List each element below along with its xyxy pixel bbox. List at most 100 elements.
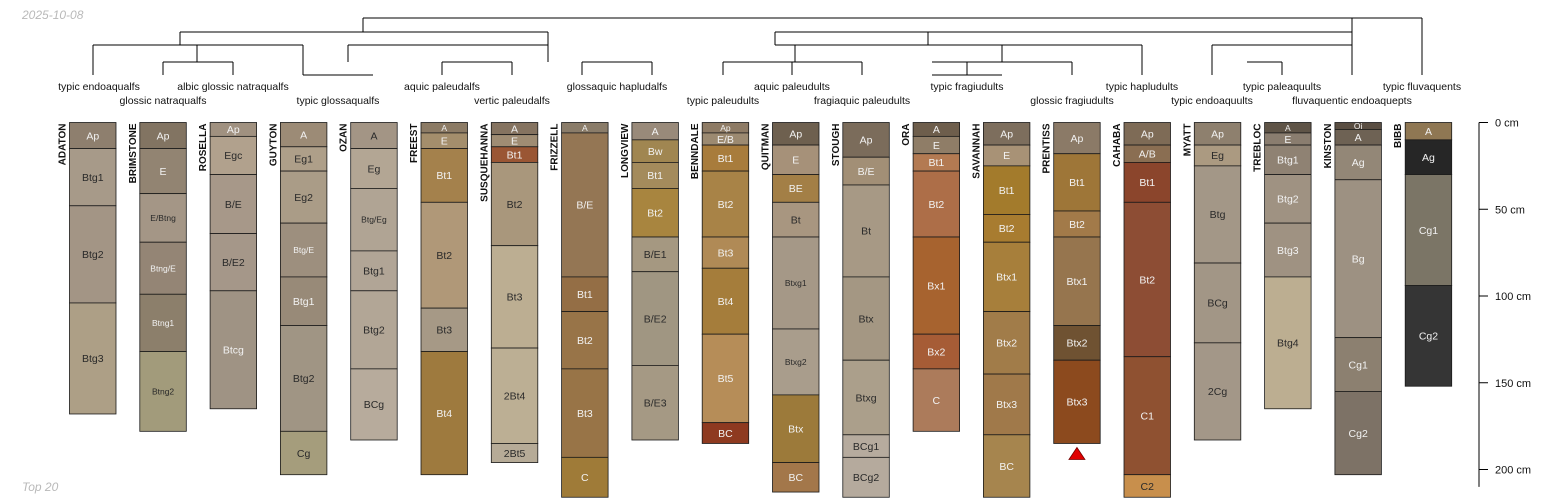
horizon-cg2 <box>1334 391 1382 476</box>
horizon-eg <box>350 148 398 189</box>
taxa-labels: typic endoaqualfs glossic natraqualfs albi… <box>58 81 1461 107</box>
horizon-btxg <box>842 359 890 436</box>
horizon-bt2 <box>912 170 960 238</box>
horizon-label: Cg <box>297 448 311 460</box>
horizon-bt4 <box>420 351 468 476</box>
horizon-label: B/E2 <box>222 257 245 269</box>
horizon-label: Btg3 <box>82 353 104 365</box>
profile-ozan: OZAN A Eg Btg/Eg Btg1 Btg2 BCg <box>339 122 398 441</box>
horizon-btng2 <box>139 351 187 432</box>
horizon-b-e <box>842 156 890 186</box>
profile-longview: LONGVIEW A Bw Bt1 Bt2 B/E1 B/E2 B/E3 <box>620 122 679 441</box>
horizon-label: Bt1 <box>999 185 1015 197</box>
horizon-2bt4 <box>490 347 539 444</box>
profile-benndale: BENNDALE ApE/B Bt1 Bt2 Bt3 Bt4 Bt5 BC <box>690 122 750 444</box>
horizon-label: Bt1 <box>436 170 452 182</box>
horizon-label: Btx2 <box>996 338 1017 350</box>
horizon-label: C1 <box>1141 410 1155 422</box>
horizon-label: Bt1 <box>507 149 523 161</box>
horizon-label: C <box>581 472 589 484</box>
horizon-cg <box>279 430 328 476</box>
horizon-label: Cg1 <box>1349 359 1368 371</box>
profile-name: ADATON <box>58 124 69 166</box>
horizon-btx1 <box>983 241 1031 313</box>
horizon-label: Bt2 <box>577 335 593 347</box>
horizon-label: BC <box>999 461 1014 473</box>
horizon-bt2 <box>420 201 468 309</box>
horizon-label: Btx1 <box>1066 276 1087 288</box>
taxon-label: typic fluvaquents <box>1383 81 1461 93</box>
horizon-label: Ap <box>157 130 170 142</box>
horizon-be <box>772 174 820 203</box>
horizon-label: Bw <box>648 146 663 158</box>
horizon-bt <box>842 184 890 278</box>
profile-name: KINSTON <box>1323 124 1334 169</box>
axis-tick-label: 100 cm <box>1495 291 1531 303</box>
horizon-e-btng <box>139 193 187 243</box>
horizon-label: Bt4 <box>436 408 452 420</box>
taxon-label: fluvaquentic endoaquepts <box>1292 95 1412 107</box>
horizon-btg2 <box>279 325 328 432</box>
horizon-ap <box>1053 122 1101 155</box>
horizon-bx1 <box>912 236 960 335</box>
horizon-label: A <box>1425 126 1432 138</box>
horizon-label: Ap <box>227 124 240 136</box>
horizon-label: 2Bt5 <box>504 448 526 460</box>
profile-name: OZAN <box>339 124 350 152</box>
horizon-label: Bt2 <box>928 199 944 211</box>
horizon-label: B/E2 <box>644 313 667 325</box>
profile-name: FRIZZELL <box>550 124 561 171</box>
taxon-label: fragiaquic paleudults <box>814 95 910 107</box>
horizon-label: Ap <box>860 135 873 147</box>
horizon-label: Cg2 <box>1419 331 1438 343</box>
horizon-label: E <box>1284 134 1291 146</box>
horizon-bt3 <box>701 236 750 269</box>
horizon-btx3 <box>1053 359 1101 444</box>
horizon-bt2 <box>631 188 679 238</box>
horizon-label: Bt1 <box>647 170 663 182</box>
horizon-btx2 <box>983 311 1031 375</box>
horizon-btxg2 <box>772 328 820 396</box>
horizon-label: Bt1 <box>1069 177 1085 189</box>
horizon-label: A <box>370 130 377 142</box>
horizon-eg2 <box>279 170 328 224</box>
axis-tick-label: 0 cm <box>1495 118 1519 130</box>
horizon-b-e2 <box>631 271 679 366</box>
horizon-label: Btx <box>788 424 804 436</box>
horizon-label: Bt <box>861 226 871 238</box>
horizon-cg1 <box>1404 174 1453 286</box>
taxon-label: typic endoaquults <box>1171 95 1253 107</box>
horizon-bt1 <box>1053 153 1101 212</box>
horizon-label: Btg1 <box>293 296 315 308</box>
profile-myatt: MYATT Ap Eg Btg BCg 2Cg <box>1182 122 1242 441</box>
profile-name: TREBLOC <box>1253 124 1264 172</box>
horizon-label: Ag <box>1422 152 1435 164</box>
profile-prentiss: PRENTISS Ap Bt1 Bt2 Btx1 Btx2 Btx3 <box>1042 122 1101 460</box>
horizon-cg2 <box>1404 285 1453 387</box>
horizon-label: Bt1 <box>718 153 734 165</box>
profile-savannah: SAVANNAH Ap E Bt1 Bt2 Btx1 Btx2 Btx3 BC <box>971 122 1031 498</box>
horizon-label: Bt3 <box>718 247 734 259</box>
dendrogram <box>92 17 1423 76</box>
horizon-label: BCg1 <box>853 441 879 453</box>
horizon-bcg <box>350 368 398 441</box>
taxon-label: typic hapludults <box>1106 81 1178 93</box>
profile-rosella: ROSELLA Ap Egc B/E B/E2 Btcg <box>198 122 258 410</box>
horizon-bt5 <box>701 333 750 424</box>
horizon-label: E <box>1003 150 1010 162</box>
horizon-label: Bt2 <box>647 208 663 220</box>
horizon-label: Bt2 <box>507 199 523 211</box>
horizon-2cg <box>1193 342 1242 441</box>
horizon-label: Btg <box>1210 209 1226 221</box>
horizon-label: BC <box>718 428 733 440</box>
horizon-label: 2Bt4 <box>504 391 526 403</box>
soil-profiles: ADATON Ap Btg1 Btg2 Btg3 BRIMSTONE Ap E E/Btng Bt… <box>58 121 1453 498</box>
horizon-c2 <box>1123 474 1171 498</box>
horizon-label: A <box>1355 132 1362 144</box>
horizon-label: C <box>933 395 941 407</box>
horizon-bt1 <box>420 148 468 203</box>
horizon-label: E <box>792 155 799 167</box>
horizon-label: A <box>933 124 940 136</box>
profile-susquehanna: SUSQUEHANNA AE Bt1 Bt2 Bt3 2Bt4 2Bt5 <box>479 122 539 463</box>
